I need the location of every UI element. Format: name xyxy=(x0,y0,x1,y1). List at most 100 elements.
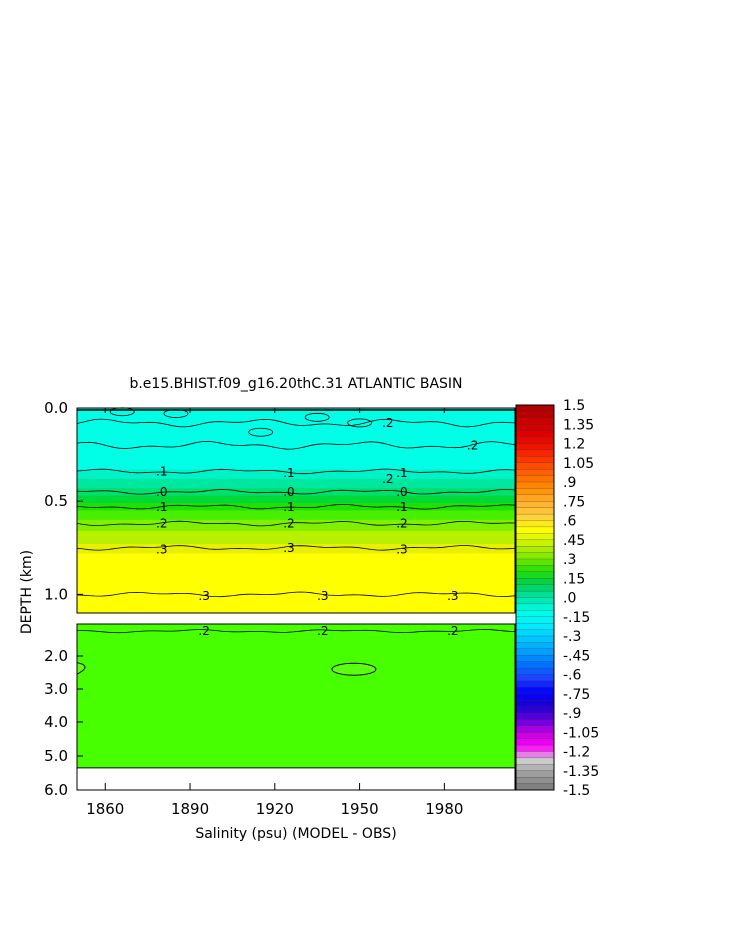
colorbar-label-6: .6 xyxy=(563,514,576,530)
lower-panel xyxy=(76,623,516,791)
colorbar-cell-36 xyxy=(515,635,555,643)
y-tick-label-lower-1: 3.0 xyxy=(44,680,68,698)
surface-contour-0 xyxy=(109,407,135,417)
y-tick-label-lower-2: 4.0 xyxy=(44,713,68,731)
colorbar-cell-14 xyxy=(515,494,555,502)
upper-frame xyxy=(76,407,516,614)
band-6 xyxy=(77,510,515,521)
colorbar-cell-11 xyxy=(515,475,555,483)
contour-label-16: .3 xyxy=(283,541,294,555)
colorbar-cell-1 xyxy=(515,411,555,419)
colorbar-cell-57 xyxy=(515,770,555,778)
axes: 0.0 0.5 1.0 2.0 3.0 4.0 5.0 6.0 1860 1890 1920 1950… xyxy=(44,399,463,818)
band-8 xyxy=(77,531,515,545)
colorbar-cell-25 xyxy=(515,565,555,573)
colorbar-cell-32 xyxy=(515,610,555,618)
colorbar-cell-12 xyxy=(515,481,555,489)
colorbar-cell-47 xyxy=(515,706,555,714)
colorbar-cell-20 xyxy=(515,533,555,541)
x-tick-label-2: 1920 xyxy=(256,800,294,818)
colorbar-cell-7 xyxy=(515,449,555,457)
colorbar-cell-18 xyxy=(515,520,555,528)
colorbar-cell-40 xyxy=(515,661,555,669)
contour-label-4: .1 xyxy=(283,466,294,480)
band-0 xyxy=(77,408,515,470)
contour-labels: .2.2.2.1.1.1.0.0.0.1.1.1.2.2.2.3.3.3.3.3… xyxy=(156,416,478,638)
colorbar-label-18: -1.2 xyxy=(563,745,590,761)
contour-label-1: .2 xyxy=(467,438,478,452)
colorbar-cell-56 xyxy=(515,764,555,772)
colorbar-cell-35 xyxy=(515,629,555,637)
contour-line-4 xyxy=(76,520,516,527)
contour-line-near-surface xyxy=(76,440,516,450)
contour-label-14: .2 xyxy=(396,517,407,531)
colorbar-cell-9 xyxy=(515,462,555,470)
colorbar-cell-17 xyxy=(515,513,555,521)
contour-label-0: .2 xyxy=(382,416,393,430)
colorbar-cell-22 xyxy=(515,546,555,554)
colorbar-cell-5 xyxy=(515,436,555,444)
contour-label-18: .3 xyxy=(198,589,209,603)
band-4 xyxy=(77,495,515,504)
colorbar-cell-50 xyxy=(515,725,555,733)
colorbar-cell-3 xyxy=(515,424,555,432)
x-tick-label-0: 1860 xyxy=(86,800,124,818)
x-tick-label-3: 1950 xyxy=(340,800,378,818)
colorbar-label-16: -.9 xyxy=(563,706,581,722)
contour-label-21: .2 xyxy=(198,624,209,638)
colorbar-cell-38 xyxy=(515,648,555,656)
colorbar-cell-24 xyxy=(515,558,555,566)
band-1 xyxy=(77,469,515,480)
colorbar-cell-15 xyxy=(515,501,555,509)
contour-label-10: .1 xyxy=(283,500,294,514)
colorbar-cell-27 xyxy=(515,578,555,586)
chart-title: b.e15.BHIST.f09_g16.20thC.31 ATLANTIC BA… xyxy=(129,376,462,392)
contour-label-23: .2 xyxy=(447,624,458,638)
colorbar-label-1: 1.35 xyxy=(563,417,594,433)
contour-label-20: .3 xyxy=(447,589,458,603)
colorbar-cell-52 xyxy=(515,738,555,746)
surface-contour-3 xyxy=(248,427,274,437)
colorbar-label-12: -.3 xyxy=(563,629,581,645)
colorbar-cell-59 xyxy=(515,783,555,791)
contour-label-13: .2 xyxy=(283,517,294,531)
colorbar-label-8: .3 xyxy=(563,552,576,568)
colorbar-cell-43 xyxy=(515,680,555,688)
y-tick-label-upper-0: 0.0 xyxy=(44,399,68,417)
colorbar: 1.5 1.35 1.2 1.05 .9 .75 .6 .45 .3 .15 .0 -.15 -.3 -.… xyxy=(515,398,599,799)
colorbar-label-17: -1.05 xyxy=(563,725,599,741)
x-axis-label: Salinity (psu) (MODEL - OBS) xyxy=(195,826,396,842)
contour-patch xyxy=(331,662,377,676)
colorbar-cell-13 xyxy=(515,488,555,496)
contour-label-2: .2 xyxy=(382,472,393,486)
colorbar-label-4: .9 xyxy=(563,475,576,491)
band-7 xyxy=(77,519,515,532)
contour-line-3 xyxy=(76,503,516,510)
contour-line-6 xyxy=(76,591,516,598)
colorbar-label-15: -.75 xyxy=(563,687,590,703)
x-tick-label-1: 1890 xyxy=(171,800,209,818)
contour-label-11: .1 xyxy=(396,500,407,514)
band-3 xyxy=(77,488,515,497)
colorbar-cell-51 xyxy=(515,732,555,740)
colorbar-cell-28 xyxy=(515,584,555,592)
colorbar-cell-37 xyxy=(515,642,555,650)
colorbar-cell-0 xyxy=(515,404,555,412)
colorbar-cell-34 xyxy=(515,623,555,631)
surface-contour-2 xyxy=(304,412,330,422)
colorbar-cell-42 xyxy=(515,674,555,682)
colorbar-cell-49 xyxy=(515,719,555,727)
colorbar-cell-41 xyxy=(515,667,555,675)
colorbar-cell-21 xyxy=(515,539,555,547)
contour-label-15: .3 xyxy=(156,543,167,557)
contour-label-3: .1 xyxy=(156,464,167,478)
contour-label-12: .2 xyxy=(156,517,167,531)
band-9 xyxy=(77,544,515,554)
colorbar-label-3: 1.05 xyxy=(563,456,594,472)
contour-label-7: .0 xyxy=(283,485,294,499)
contour-label-6: .0 xyxy=(156,485,167,499)
contour-label-8: .0 xyxy=(396,485,407,499)
colorbar-label-10: .0 xyxy=(563,591,576,607)
colorbar-cell-53 xyxy=(515,744,555,752)
